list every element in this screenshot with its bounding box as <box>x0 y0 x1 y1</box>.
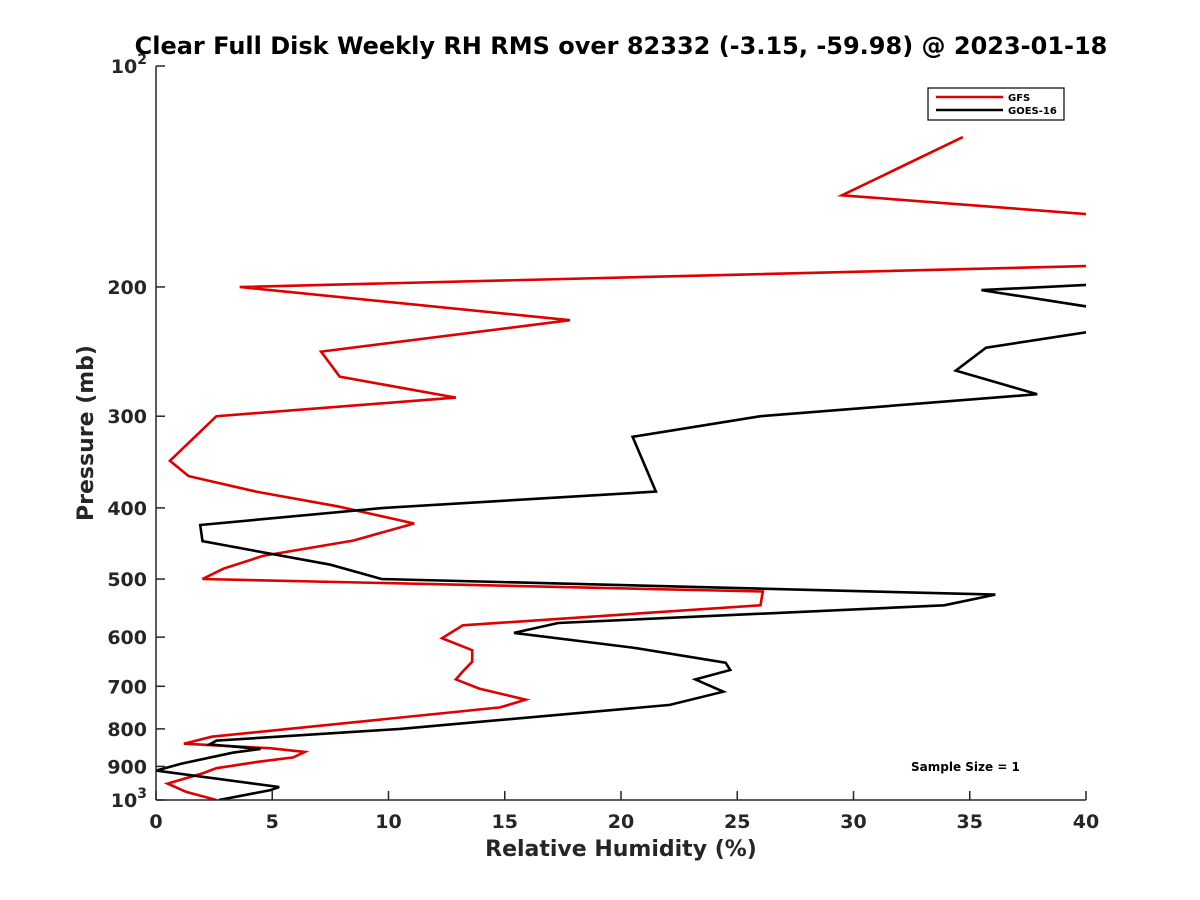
sample-size-annotation: Sample Size = 1 <box>911 760 1020 774</box>
y-tick-label: 800 <box>107 719 147 741</box>
y-axis-ticks: 102 200 300 400 500 600 700 800 900 103 <box>107 52 165 812</box>
x-tick-label: 25 <box>724 811 750 833</box>
plot-area: 0 5 10 15 20 25 30 35 40 102 200 300 400 500 600 700 80… <box>107 52 1099 833</box>
x-axis-label: Relative Humidity (%) <box>485 837 757 862</box>
series-line-goes16 <box>156 283 1086 800</box>
legend-box <box>927 87 1065 121</box>
y-tick-label: 500 <box>107 569 147 591</box>
y-tick-label: 600 <box>107 627 147 649</box>
y-tick-label: 300 <box>107 406 147 428</box>
chart-title: Clear Full Disk Weekly RH RMS over 82332… <box>135 32 1108 60</box>
y-tick-label: 102 <box>111 52 147 78</box>
legend: GFS GOES-16 <box>927 87 1065 121</box>
y-tick-label: 200 <box>107 277 147 299</box>
x-axis-ticks: 0 5 10 15 20 25 30 35 40 <box>149 791 1099 833</box>
y-tick-label: 900 <box>107 756 147 778</box>
x-tick-label: 15 <box>492 811 518 833</box>
y-tick-label: 103 <box>111 786 147 812</box>
x-tick-label: 40 <box>1073 811 1099 833</box>
y-axis-label: Pressure (mb) <box>74 345 99 521</box>
x-tick-label: 30 <box>840 811 866 833</box>
y-tick-label: 400 <box>107 498 147 520</box>
legend-label-goes16: GOES-16 <box>1008 106 1057 117</box>
x-tick-label: 35 <box>957 811 983 833</box>
y-tick-label: 700 <box>107 676 147 698</box>
x-tick-label: 10 <box>375 811 401 833</box>
series-layer <box>156 135 1086 800</box>
series-line-gfs <box>163 135 1086 800</box>
x-tick-label: 5 <box>266 811 279 833</box>
legend-label-gfs: GFS <box>1008 93 1030 104</box>
x-tick-label: 20 <box>608 811 634 833</box>
x-tick-label: 0 <box>149 811 162 833</box>
